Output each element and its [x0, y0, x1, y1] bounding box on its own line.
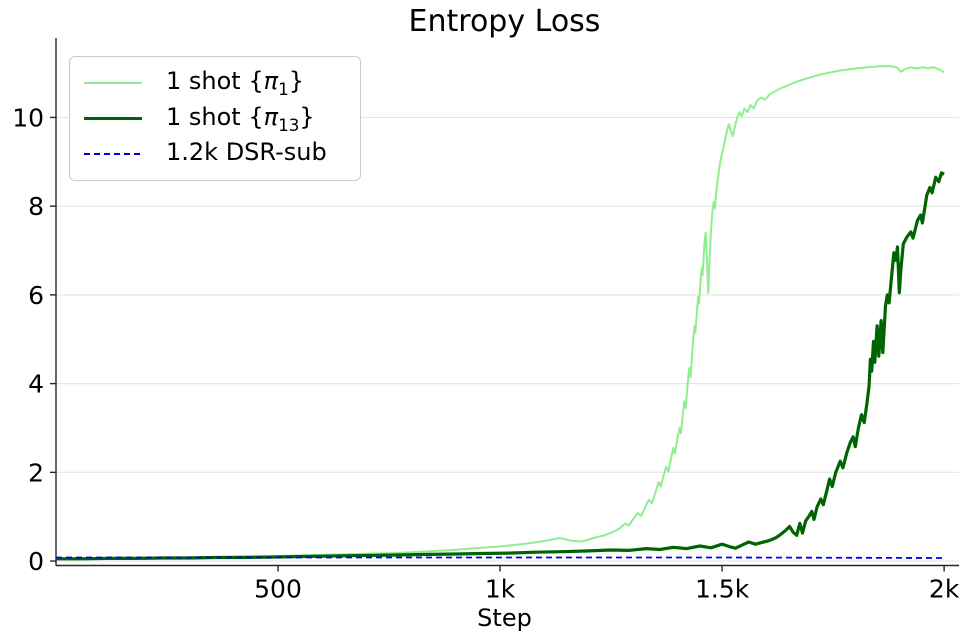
legend-item-pi1: 1 shot {π1}	[84, 67, 360, 99]
x-tick-label: 1.5k	[695, 575, 750, 604]
y-tick-label: 8	[28, 192, 44, 221]
legend-item-dsr-sub: 1.2k DSR-sub	[84, 138, 360, 170]
pi-symbol: π	[263, 102, 279, 131]
legend-item-pi13: 1 shot {π13}	[84, 103, 360, 135]
x-tick-label: 500	[254, 575, 302, 604]
chart-title: Entropy Loss	[408, 4, 601, 39]
pi-symbol: π	[263, 66, 279, 95]
legend-line-sample	[84, 81, 142, 84]
legend-line-sample	[84, 153, 142, 156]
x-tick-label: 1k	[485, 575, 516, 604]
x-tick-label: 2k	[929, 575, 960, 604]
y-tick-label: 4	[28, 370, 44, 399]
series-line-0	[55, 65, 945, 560]
y-tick-label: 6	[28, 281, 44, 310]
series-line-2	[56, 556, 945, 559]
legend-label: 1 shot {π13}	[166, 103, 315, 135]
legend-line-sample	[84, 116, 142, 121]
pi-subscript: 1	[278, 78, 289, 99]
pi-subscript: 13	[278, 114, 300, 135]
legend-label: 1 shot {π1}	[166, 67, 304, 99]
legend-label-text: 1 shot {	[166, 102, 264, 131]
legend-label-text: }	[299, 102, 315, 131]
y-tick-label: 0	[28, 547, 44, 576]
legend: 1 shot {π1} 1 shot {π13} 1.2k DSR-sub	[69, 56, 361, 181]
y-tick-label: 10	[12, 103, 44, 132]
series-line-1	[56, 171, 945, 561]
x-axis-title: Step	[477, 604, 532, 632]
legend-label-text: }	[288, 66, 305, 95]
y-tick-label: 2	[28, 458, 44, 487]
legend-label-text: 1.2k DSR-sub	[166, 138, 327, 167]
legend-label-text: 1 shot {	[166, 66, 264, 95]
legend-label: 1.2k DSR-sub	[166, 138, 327, 170]
